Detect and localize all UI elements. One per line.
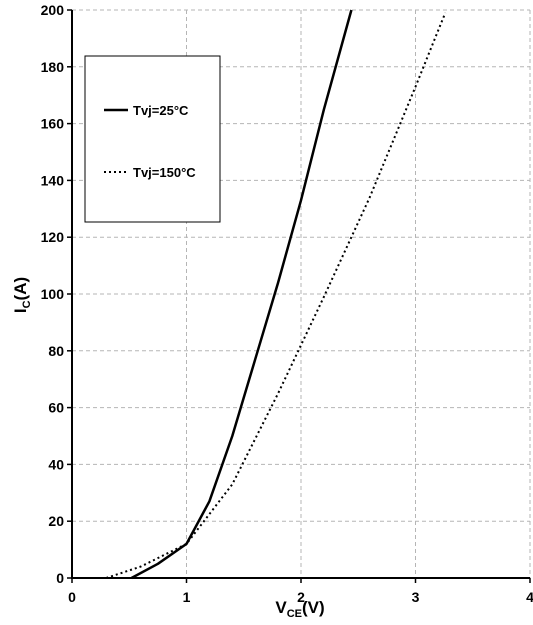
series-layer [105,9,447,580]
axis-layer [67,9,531,583]
x-tick-label: 2 [297,589,305,605]
y-tick-label: 100 [41,286,65,302]
y-tick-label: 60 [48,400,64,416]
y-tick-label: 0 [56,570,64,586]
y-tick-label: 20 [48,513,64,529]
series-line-1 [105,12,447,579]
series-line-0 [130,9,353,580]
y-tick-label: 120 [41,229,65,245]
x-tick-label: 1 [183,589,191,605]
x-tick-label: 4 [526,589,533,605]
y-tick-label: 80 [48,343,64,359]
y-tick-label: 40 [48,456,64,472]
legend: Tvj=25°C Tvj=150°C [84,55,221,223]
legend-label-150c: Tvj=150°C [133,165,196,180]
x-tick-label: 3 [412,589,420,605]
x-axis-title: VCE(V) [275,598,324,620]
y-tick-label: 180 [41,59,65,75]
legend-label-25c: Tvj=25°C [133,103,189,118]
x-tick-label: 0 [68,589,76,605]
legend-box [84,55,221,223]
grid-layer [72,9,531,578]
y-tick-label: 140 [41,172,65,188]
y-tick-label: 200 [41,2,65,18]
y-axis-title: IC(A) [11,277,33,313]
y-tick-label: 160 [41,116,65,132]
